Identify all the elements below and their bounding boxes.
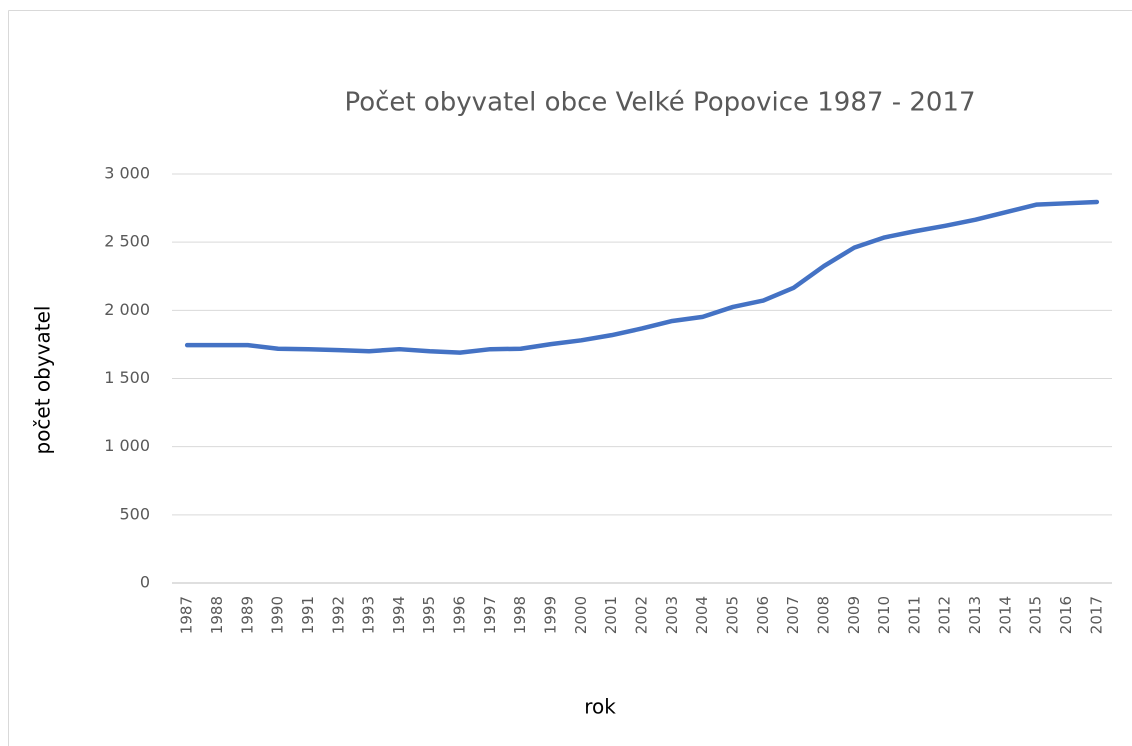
x-tick-label: 2004 — [693, 596, 711, 634]
x-tick-label: 1988 — [208, 596, 226, 634]
x-tick-label: 2003 — [663, 596, 681, 634]
x-tick-label: 1990 — [269, 596, 287, 634]
x-tick-label: 1992 — [329, 596, 347, 634]
x-tick-label: 2012 — [936, 596, 954, 634]
x-tick-label: 2002 — [633, 596, 651, 634]
x-tick-label: 2000 — [572, 596, 590, 634]
x-tick-label: 1999 — [542, 596, 560, 634]
x-tick-label: 1993 — [360, 596, 378, 634]
x-tick-label: 1995 — [420, 596, 438, 634]
y-tick-label: 1 000 — [104, 436, 150, 455]
x-tick-label: 2011 — [905, 596, 923, 634]
x-tick-label: 2010 — [875, 596, 893, 634]
y-tick-label: 2 500 — [104, 232, 150, 251]
chart-title: Počet obyvatel obce Velké Popovice 1987 … — [344, 88, 975, 118]
x-tick-label: 2001 — [602, 596, 620, 634]
x-tick-label: 1997 — [481, 596, 499, 634]
y-tick-label: 2 000 — [104, 300, 150, 319]
x-tick-label: 1991 — [299, 596, 317, 634]
x-tick-label: 1989 — [238, 596, 256, 634]
x-tick-label: 2013 — [966, 596, 984, 634]
data-line — [184, 199, 1100, 355]
x-tick-label: 2009 — [845, 596, 863, 634]
x-tick-label: 2005 — [723, 596, 741, 634]
x-tick-label: 2006 — [754, 596, 772, 634]
y-tick-label: 500 — [119, 504, 150, 523]
x-tick-label: 2015 — [1027, 596, 1045, 634]
x-tick-label: 2016 — [1057, 596, 1075, 634]
x-axis-label: rok — [584, 695, 616, 719]
x-tick-label: 2007 — [784, 596, 802, 634]
x-tick-label: 2017 — [1087, 596, 1105, 634]
x-tick-label: 2008 — [814, 596, 832, 634]
y-tick-label: 1 500 — [104, 368, 150, 387]
x-tick-label: 1987 — [178, 596, 196, 634]
x-tick-label: 2014 — [996, 596, 1014, 634]
x-tick-label: 1998 — [511, 596, 529, 634]
x-tick-label: 1996 — [451, 596, 469, 634]
x-tick-label: 1994 — [390, 596, 408, 634]
y-tick-label: 0 — [140, 573, 150, 592]
y-axis-label: počet obyvatel — [31, 306, 55, 455]
y-tick-label: 3 000 — [104, 164, 150, 183]
